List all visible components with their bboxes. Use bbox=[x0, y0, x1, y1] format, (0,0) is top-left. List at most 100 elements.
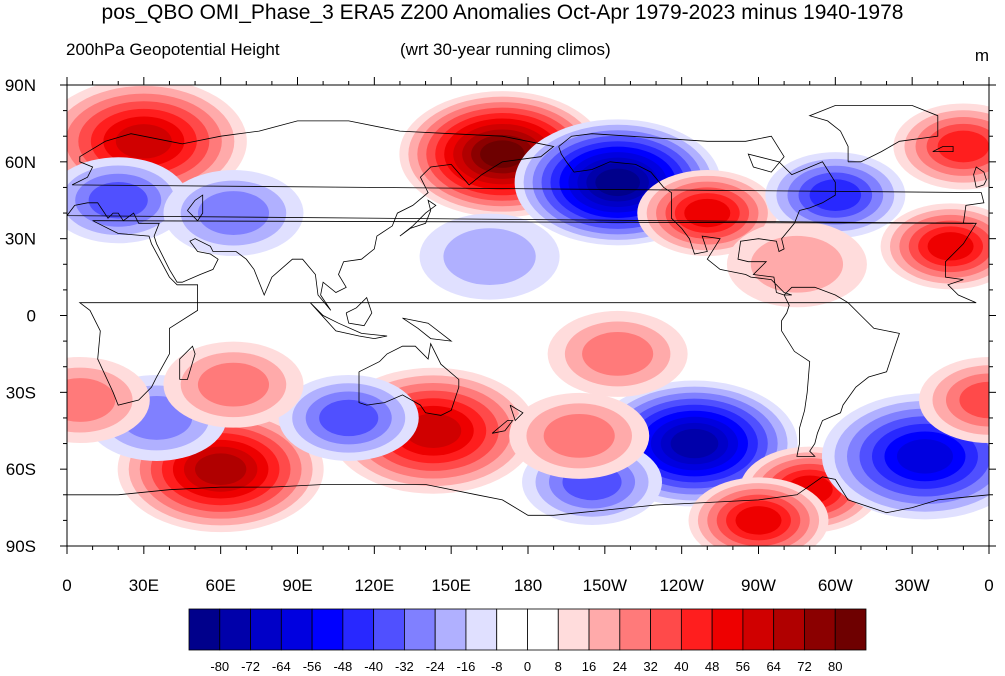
coastline bbox=[491, 420, 514, 434]
anomaly-center bbox=[509, 392, 650, 479]
coastline bbox=[932, 146, 954, 152]
center-subtitle: (wrt 30-year running climos) bbox=[400, 40, 611, 59]
coastline bbox=[187, 194, 204, 222]
colorbar-swatch bbox=[188, 608, 221, 651]
coastline-layer bbox=[67, 105, 989, 516]
colorbar-label: -24 bbox=[426, 659, 445, 674]
contour-band bbox=[670, 428, 719, 459]
plot-title: pos_QBO OMI_Phase_3 ERA5 Z200 Anomalies … bbox=[101, 1, 904, 24]
colorbar-label: -64 bbox=[272, 659, 291, 674]
colorbar-label: 64 bbox=[766, 659, 780, 674]
colorbar-label: 8 bbox=[555, 659, 562, 674]
colorbar-swatch bbox=[373, 608, 405, 651]
coastline bbox=[345, 296, 373, 327]
contour-fill-layer bbox=[67, 85, 989, 546]
coastline bbox=[67, 476, 989, 516]
colorbar-swatch bbox=[250, 608, 282, 651]
contour-band bbox=[959, 381, 989, 419]
contour-band bbox=[735, 506, 782, 535]
lon-tick-label: 60W bbox=[818, 576, 853, 595]
lon-tick-label: 120W bbox=[659, 576, 703, 595]
coastline bbox=[78, 220, 977, 406]
anomaly-center bbox=[726, 221, 867, 308]
anomaly-center bbox=[919, 357, 989, 444]
contour-band bbox=[443, 228, 536, 285]
colorbar-swatch bbox=[280, 608, 313, 651]
contour-band bbox=[197, 362, 270, 407]
colorbar-swatch bbox=[650, 608, 682, 651]
lon-tick-label: 150W bbox=[583, 576, 627, 595]
colorbar-label: -80 bbox=[210, 659, 229, 674]
lat-tick-label: 60S bbox=[6, 460, 36, 479]
coastline bbox=[310, 302, 388, 340]
colorbar-label: 32 bbox=[643, 659, 657, 674]
anomaly-center bbox=[278, 374, 419, 461]
coastline bbox=[402, 317, 453, 342]
lon-tick-label: 180 bbox=[514, 576, 542, 595]
contour-band bbox=[67, 378, 116, 422]
colorbar-swatch bbox=[219, 608, 251, 651]
colorbar-swatch bbox=[742, 608, 775, 651]
colorbar-swatch bbox=[527, 608, 559, 651]
contour-band bbox=[88, 182, 148, 219]
colorbar-label: 40 bbox=[674, 659, 688, 674]
anomaly-center bbox=[637, 170, 778, 257]
contour-band bbox=[543, 413, 615, 458]
coastline bbox=[781, 286, 900, 457]
anomaly-center bbox=[67, 157, 189, 244]
coastline bbox=[399, 199, 437, 237]
contour-band bbox=[582, 332, 654, 376]
contour-band bbox=[194, 453, 247, 485]
coastline bbox=[179, 345, 196, 380]
lon-tick-label: 90W bbox=[741, 576, 776, 595]
lat-tick-label: 30N bbox=[5, 230, 36, 249]
contour-band bbox=[927, 232, 974, 261]
coastline bbox=[558, 133, 836, 296]
colorbar-swatch bbox=[804, 608, 836, 651]
anomaly-center bbox=[547, 310, 688, 397]
contour-band bbox=[405, 413, 462, 448]
colorbar-swatch bbox=[496, 608, 528, 651]
lat-tick-label: 60N bbox=[5, 153, 36, 172]
anomaly-center bbox=[688, 477, 829, 546]
anomaly-center bbox=[67, 357, 150, 444]
coastline bbox=[509, 404, 524, 422]
lat-tick-label: 0 bbox=[27, 307, 36, 326]
colorbar-label: -48 bbox=[333, 659, 352, 674]
colorbar-label: -8 bbox=[491, 659, 503, 674]
colorbar-label: 48 bbox=[705, 659, 719, 674]
contour-band bbox=[595, 168, 640, 197]
colorbar-label: 56 bbox=[736, 659, 750, 674]
lon-tick-label: 90E bbox=[282, 576, 312, 595]
colorbar: -80 -72 -64 -56 -48 -40 -32 -24 -16 -8 0 8 16 24 32 40 4… bbox=[188, 608, 867, 674]
units-label: m bbox=[974, 46, 989, 65]
contour-band bbox=[319, 399, 379, 437]
lat-tick-label: 90S bbox=[6, 537, 36, 556]
lon-tick-label: 150E bbox=[431, 576, 471, 595]
colorbar-swatch bbox=[342, 608, 375, 651]
contour-band bbox=[480, 140, 525, 168]
colorbar-swatch bbox=[434, 608, 467, 651]
contour-band bbox=[684, 198, 731, 228]
lon-tick-label: 0 bbox=[62, 576, 71, 595]
lon-tick-label: 0 bbox=[984, 576, 993, 595]
contour-band bbox=[937, 130, 989, 163]
colorbar-swatch bbox=[588, 608, 621, 651]
colorbar-swatch bbox=[680, 608, 713, 651]
anomaly-center bbox=[880, 203, 989, 290]
colorbar-label: 24 bbox=[613, 659, 627, 674]
colorbar-swatch bbox=[465, 608, 498, 651]
left-subtitle: 200hPa Geopotential Height bbox=[66, 40, 280, 59]
colorbar-label: -72 bbox=[241, 659, 260, 674]
colorbar-label: -40 bbox=[364, 659, 383, 674]
colorbar-swatch bbox=[711, 608, 744, 651]
lon-tick-label: 30W bbox=[895, 576, 930, 595]
colorbar-label: 16 bbox=[582, 659, 596, 674]
colorbar-label: 80 bbox=[828, 659, 842, 674]
colorbar-label: -56 bbox=[303, 659, 322, 674]
colorbar-swatch bbox=[311, 608, 344, 651]
coastline bbox=[808, 105, 939, 163]
anomaly-center bbox=[419, 213, 560, 300]
lat-tick-label: 90N bbox=[5, 76, 36, 95]
